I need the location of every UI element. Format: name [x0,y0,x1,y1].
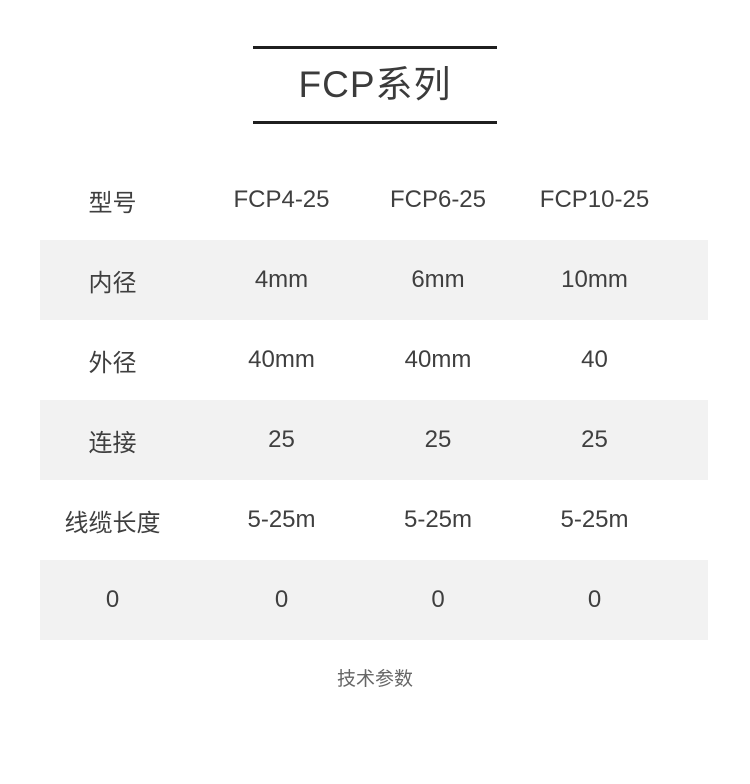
cell-value: 10mm [561,266,628,293]
cell-value: 40mm [248,346,315,373]
cell-value: 25 [268,426,295,453]
title-top-rule [253,46,497,49]
cell-value: 5-25m [247,506,316,533]
table-row-zero: 0 0 0 0 [40,560,708,640]
row-label: 0 [105,586,120,613]
table-row-connection: 连接 25 25 25 [40,400,708,480]
cell-value: 5-25m [403,506,473,533]
page-title: FCP系列 [298,64,452,105]
cell-value: 4mm [254,266,309,293]
cell-value: 5-25m [560,506,629,533]
column-header-model: 型号 [88,189,137,217]
spec-table: 型号 FCP4-25 FCP6-25 FCP10-25 内径 4mm 6mm 1… [40,160,708,640]
page-footer: 技术参数 [0,667,750,693]
row-label: 连接 [88,429,137,457]
cell-value: 25 [581,426,608,453]
title-bottom-rule [253,121,497,124]
cell-value: 0 [274,586,289,613]
table-row-inner-diameter: 内径 4mm 6mm 10mm [40,240,708,320]
column-header-fcp6-25: FCP6-25 [389,186,487,213]
column-header-fcp10-25: FCP10-25 [539,186,650,213]
row-label: 外径 [88,349,137,377]
row-label: 内径 [88,269,137,297]
row-label: 线缆长度 [64,509,161,537]
cell-value: 40mm [404,346,472,373]
cell-value: 6mm [411,266,465,293]
table-row-outer-diameter: 外径 40mm 40mm 40 [40,320,708,400]
cell-value: 0 [431,586,445,613]
title-block: FCP系列 [253,46,497,124]
cell-value: 0 [587,586,602,613]
page: { "title": "FCP系列", "table": { "header":… [0,46,750,784]
table-caption: 技术参数 [336,669,413,690]
column-header-fcp4-25: FCP4-25 [233,186,330,213]
table-row-cable-length: 线缆长度 5-25m 5-25m 5-25m [40,480,708,560]
cell-value: 25 [424,426,452,453]
table-header-row: 型号 FCP4-25 FCP6-25 FCP10-25 [40,160,708,240]
cell-value: 40 [581,346,608,373]
